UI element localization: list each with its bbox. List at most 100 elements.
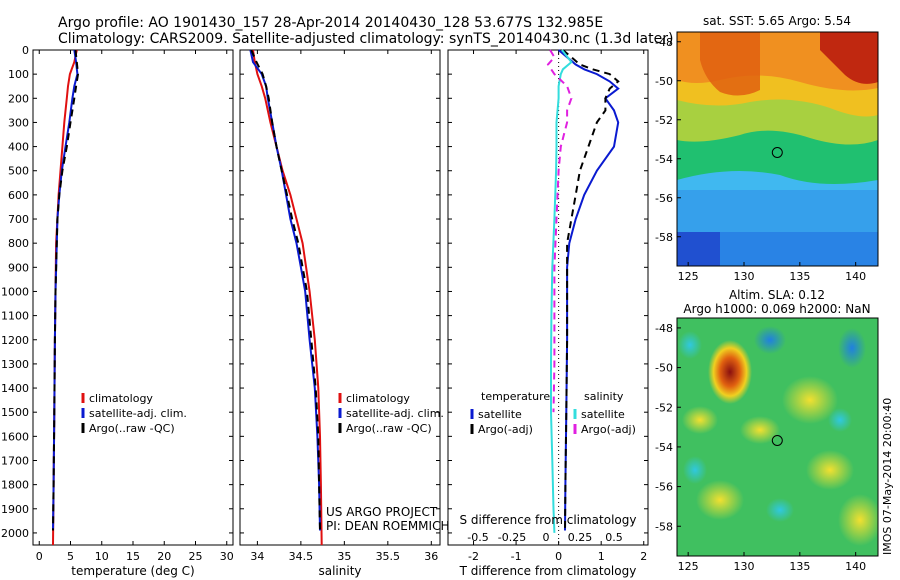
temperature-series-climatology — [52, 49, 78, 546]
project-label: US ARGO PROJECT — [326, 505, 438, 519]
depth-tick-label: 2000 — [1, 527, 29, 540]
salinity-diff-tick-label: 0.25 — [568, 531, 593, 544]
difference-panel-frame — [447, 49, 649, 546]
depth-tick-label: 1500 — [1, 406, 29, 419]
salinity-xtick-label: 35 — [337, 550, 351, 563]
depth-tick-label: 600 — [8, 189, 29, 202]
depth-tick-label: 1300 — [1, 358, 29, 371]
salinity-diff-tick-label: 0 — [543, 531, 550, 544]
difference-legend-label: satellite — [478, 408, 522, 421]
depth-tick-label: 1100 — [1, 310, 29, 323]
difference-series-salinity_satellite — [550, 49, 573, 533]
difference-plot: -2 -0.5 -1 -0.25 00 1 0.25 2 0.5 temperature salin… — [448, 49, 648, 563]
temperature-xtick-label: 25 — [189, 550, 203, 563]
sst-map-ytick-label: -54 — [655, 153, 673, 166]
salinity-legend-label: climatology — [346, 392, 410, 405]
figure-title-line1: Argo profile: AO 1901430_157 28-Apr-2014… — [58, 15, 603, 31]
salinity-xlabel: salinity — [318, 564, 361, 578]
temperature-legend-label: Argo(..raw -QC) — [89, 422, 175, 435]
depth-tick-label: 300 — [8, 116, 29, 129]
sla-map-title-line2: Argo h1000: 0.069 h2000: NaN — [683, 302, 870, 316]
salinity-xtick-label: 35.5 — [376, 550, 401, 563]
depth-tick-label: 1400 — [1, 382, 29, 395]
depth-tick-label: 500 — [8, 165, 29, 178]
sla-map-ytick-label: -58 — [655, 520, 673, 533]
difference-legend-label: Argo(-adj) — [478, 423, 533, 436]
sst-argo-location-marker — [771, 147, 783, 158]
temperature-legend-label: climatology — [89, 392, 153, 405]
credit-label: IMOS 07-May-2014 20:00:40 — [881, 398, 894, 555]
salinity-xtick-label: 34 — [250, 550, 264, 563]
temperature-xtick-label: 20 — [157, 550, 171, 563]
temperature-xtick-label: 30 — [220, 550, 234, 563]
sla-map-ytick-label: -50 — [655, 362, 673, 375]
sst-map-xtick-label: 135 — [789, 270, 810, 283]
sst-map-frame — [676, 31, 879, 267]
difference-legend-label: Argo(-adj) — [581, 423, 636, 436]
difference-xtick-label: 2 — [640, 550, 647, 563]
salinity-legend-label: satellite-adj. clim. — [346, 407, 444, 420]
sla-map-title-line1: Altim. SLA: 0.12 — [729, 288, 825, 302]
temperature-xtick-label: 5 — [67, 550, 74, 563]
sst-map-xtick-label: 140 — [845, 270, 866, 283]
salinity-xtick-label: 34.5 — [289, 550, 314, 563]
temperature-panel-frame — [32, 49, 234, 546]
difference-legend-salinity-header: salinity — [584, 390, 624, 403]
sla-map-xtick-label: 135 — [789, 560, 810, 573]
difference-xlabel-top: S difference from climatology — [460, 513, 637, 527]
sst-map-ytick-label: -58 — [655, 231, 673, 244]
difference-xlabel: T difference from climatology — [459, 564, 637, 578]
sla-map-xtick-label: 140 — [845, 560, 866, 573]
depth-tick-label: 900 — [8, 261, 29, 274]
difference-xtick-label: 1 — [598, 550, 605, 563]
difference-series-argo — [562, 49, 620, 531]
difference-xtick-label: -1 — [511, 550, 522, 563]
difference-xtick-label: 0 — [555, 550, 562, 563]
sst-map-xtick-label: 130 — [734, 270, 755, 283]
sla-map-xtick-label: 130 — [734, 560, 755, 573]
difference-legend-label: satellite — [581, 408, 625, 421]
sla-map-ytick-label: -48 — [655, 322, 673, 335]
temperature-legend-label: satellite-adj. clim. — [89, 407, 187, 420]
sla-map-ytick-label: -52 — [655, 401, 673, 414]
sla-map-frame — [676, 317, 879, 557]
salinity-xtick-label: 36 — [424, 550, 438, 563]
salinity-plot: 34 34.5 35 35.5 36 climatology satellite-adj. … — [240, 49, 444, 563]
depth-tick-label: 1700 — [1, 454, 29, 467]
sla-map-xtick-label: 125 — [678, 560, 699, 573]
pi-label: PI: DEAN ROEMMICH — [326, 519, 449, 533]
depth-tick-label: 200 — [8, 92, 29, 105]
sst-map-title: sat. SST: 5.65 Argo: 5.54 — [703, 14, 851, 28]
salinity-diff-tick-label: -0.5 — [467, 531, 488, 544]
temperature-xtick-label: 0 — [36, 550, 43, 563]
sla-map: Altim. SLA: 0.12 Argo h1000: 0.069 h2000… — [655, 288, 879, 573]
temperature-xtick-label: 15 — [126, 550, 140, 563]
temperature-xtick-label: 10 — [95, 550, 109, 563]
sst-map-ytick-label: -52 — [655, 114, 673, 127]
temperature-series-argo — [52, 49, 80, 531]
salinity-diff-tick-label: 0.5 — [605, 531, 623, 544]
salinity-panel-frame — [239, 49, 441, 546]
salinity-legend-label: Argo(..raw -QC) — [346, 422, 432, 435]
sst-map-ytick-label: -56 — [655, 192, 673, 205]
salinity-diff-tick-label: -0.25 — [498, 531, 526, 544]
sst-map-ytick-label: -48 — [655, 36, 673, 49]
sst-map: sat. SST: 5.65 Argo: 5.54 125 130 135 140 -4… — [655, 14, 879, 283]
temperature-xlabel: temperature (deg C) — [71, 564, 194, 578]
depth-tick-label: 1800 — [1, 479, 29, 492]
depth-tick-label: 700 — [8, 213, 29, 226]
depth-tick-label: 400 — [8, 141, 29, 154]
sla-map-ytick-label: -54 — [655, 441, 673, 454]
depth-tick-label: 1000 — [1, 285, 29, 298]
depth-tick-label: 0 — [22, 44, 29, 57]
sst-map-ytick-label: -50 — [655, 75, 673, 88]
salinity-series-climatology — [252, 49, 323, 546]
depth-tick-label: 800 — [8, 237, 29, 250]
depth-tick-label: 100 — [8, 68, 29, 81]
sst-map-xtick-label: 125 — [678, 270, 699, 283]
sla-map-ytick-label: -56 — [655, 481, 673, 494]
depth-tick-label: 1200 — [1, 334, 29, 347]
depth-tick-label: 1600 — [1, 430, 29, 443]
depth-tick-label: 1900 — [1, 503, 29, 516]
figure-title-line2: Climatology: CARS2009. Satellite-adjuste… — [58, 31, 673, 47]
